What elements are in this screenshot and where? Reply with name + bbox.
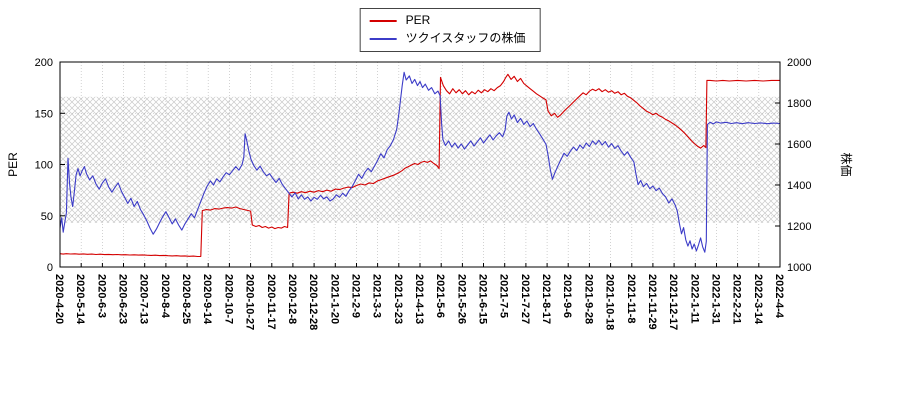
x-tick-label: 2020-8-25 <box>180 274 192 324</box>
x-tick-label: 2021-10-18 <box>604 274 616 330</box>
left-axis-tick: 150 <box>35 108 53 120</box>
x-tick-label: 2020-6-3 <box>95 274 107 318</box>
per-line <box>59 73 780 258</box>
left-axis-title: PER <box>6 152 20 177</box>
x-tick-label: 2020-12-28 <box>307 274 319 330</box>
stock-price-line-swatch <box>369 37 397 40</box>
per-legend-label: PER <box>405 13 431 27</box>
x-tick-label: 2022-3-14 <box>752 274 764 325</box>
x-tick-label: 2021-12-17 <box>667 274 679 330</box>
legend-item-stock-price: ツクイスタッフの株価 <box>369 31 526 46</box>
plot-border <box>59 61 781 268</box>
x-tick-label: 2020-4-20 <box>53 274 65 324</box>
x-tick-label: 2021-4-13 <box>413 274 425 324</box>
x-tick-label: 2021-3-3 <box>371 274 383 318</box>
per-line-swatch <box>369 19 397 22</box>
x-tick-label: 2021-9-28 <box>582 274 594 324</box>
x-tick-label: 2022-1-11 <box>688 274 700 324</box>
x-tick-label: 2020-11-17 <box>265 274 277 330</box>
hatch-band <box>60 96 780 223</box>
x-tick-label: 2020-10-27 <box>244 274 256 330</box>
x-tick-label: 2022-4-4 <box>773 274 785 319</box>
x-tick-label: 2021-11-29 <box>646 274 658 330</box>
right-axis-title: 株価 <box>839 152 854 176</box>
x-tick-label: 2021-2-9 <box>350 274 362 318</box>
stock-price-legend-label: ツクイスタッフの株価 <box>405 31 526 45</box>
x-tick-label: 2021-5-6 <box>434 274 446 318</box>
x-tick-label: 2020-8-4 <box>159 274 171 319</box>
left-axis-tick: 0 <box>47 262 53 274</box>
x-tick-label: 2021-7-5 <box>498 274 510 318</box>
right-axis-tick: 2000 <box>787 57 811 69</box>
right-axis-tick: 1800 <box>787 98 811 110</box>
right-axis-tick: 1600 <box>787 139 811 151</box>
x-tick-label: 2021-1-20 <box>328 274 340 324</box>
x-tick-label: 2020-12-8 <box>286 274 298 324</box>
x-tick-label: 2021-11-8 <box>625 274 637 324</box>
x-tick-label: 2020-9-14 <box>201 274 213 325</box>
x-tick-label: 2021-9-6 <box>561 274 573 318</box>
x-tick-label: 2020-10-7 <box>222 274 234 324</box>
x-tick-label: 2021-3-23 <box>392 274 404 324</box>
x-tick-label: 2021-5-26 <box>455 274 467 324</box>
x-tick-label: 2021-7-27 <box>519 274 531 324</box>
right-axis-tick: 1000 <box>787 262 811 274</box>
x-tick-label: 2020-6-23 <box>117 274 129 324</box>
left-axis-tick: 200 <box>35 57 53 69</box>
right-axis-tick: 1200 <box>787 221 811 233</box>
x-tick-label: 2021-8-17 <box>540 274 552 324</box>
left-axis-tick: 50 <box>41 211 53 223</box>
legend: PER ツクイスタッフの株価 <box>359 8 541 52</box>
right-axis-tick: 1400 <box>787 180 811 192</box>
legend-item-per: PER <box>369 13 526 28</box>
x-tick-label: 2022-2-21 <box>731 274 743 324</box>
left-axis-tick: 100 <box>35 160 53 172</box>
stock-price-line <box>59 71 781 253</box>
x-tick-label: 2021-6-15 <box>477 274 489 324</box>
x-tick-label: 2020-5-14 <box>74 274 86 325</box>
x-tick-label: 2022-1-31 <box>710 274 722 324</box>
x-tick-label: 2020-7-13 <box>138 274 150 324</box>
